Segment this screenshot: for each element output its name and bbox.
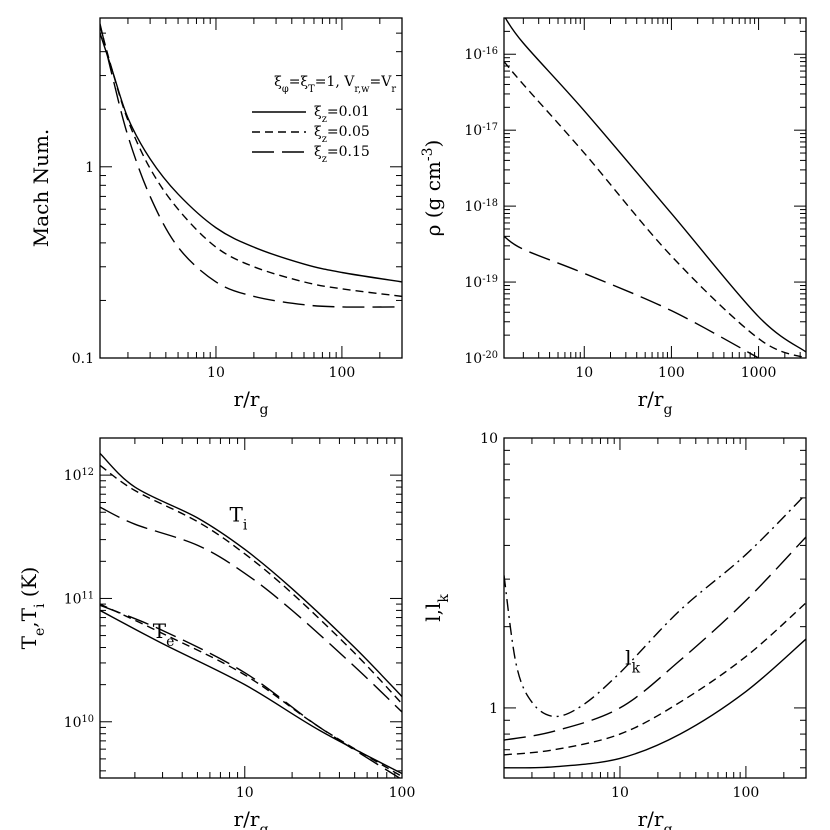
series-line-short	[100, 464, 402, 705]
y-tick-label: 10-17	[464, 122, 498, 140]
x-tick-label: 100	[658, 365, 685, 381]
y-tick-label: 1012	[64, 467, 94, 485]
curve-annotation: lk	[625, 645, 640, 676]
series-line-solid	[504, 638, 806, 769]
x-tick-label: 10	[575, 365, 593, 381]
series-line-short	[504, 61, 806, 358]
x-tick-label: 10	[236, 785, 254, 801]
y-tick-label: 0.1	[72, 351, 94, 367]
series-line-long	[100, 604, 401, 778]
series-line-dashdot	[504, 493, 806, 718]
plot-frame	[503, 437, 807, 779]
series-line-solid	[504, 18, 806, 353]
x-axis-label: r/rg	[638, 807, 673, 830]
y-axis-label: Te,Ti (K)	[17, 567, 48, 650]
y-axis-label: Mach Num.	[29, 129, 53, 248]
x-axis-label: r/rg	[234, 807, 269, 830]
x-tick-label: 100	[389, 785, 416, 801]
y-tick-label: 10	[480, 431, 498, 447]
curve-annotation: Te	[153, 619, 175, 650]
plot-frame	[99, 17, 403, 359]
y-tick-label: 10-20	[464, 350, 498, 368]
y-tick-label: 10-16	[464, 46, 498, 64]
panel-temperature: 10 100 1010 1011 1012 r/rg Te,Ti (K) Ti Te	[17, 437, 416, 830]
curve-annotation: Ti	[230, 503, 248, 534]
legend-entry: ξz=0.01	[314, 104, 370, 125]
x-tick-label: 1000	[741, 365, 777, 381]
y-tick-label: 10-19	[464, 274, 498, 292]
y-tick-label: 10-18	[464, 198, 498, 216]
x-axis-label: r/rg	[638, 387, 673, 418]
y-tick-label: 1	[489, 701, 498, 717]
x-axis-label: r/rg	[234, 387, 269, 418]
series-group	[504, 18, 806, 358]
panel-density: 10 100 1000 10-20 10-19 10-18 10-17 10-16 r/rg ρ …	[420, 17, 807, 418]
x-tick-label: 10	[611, 785, 629, 801]
series-line-long	[100, 506, 402, 713]
series-line-solid	[100, 609, 402, 775]
x-tick-label: 10	[207, 365, 225, 381]
legend-entry: ξz=0.15	[314, 144, 370, 165]
series-line-short	[100, 603, 402, 778]
series-group	[100, 452, 402, 778]
series-line-long	[504, 536, 806, 741]
x-tick-label: 100	[329, 365, 356, 381]
plot-frame	[503, 17, 807, 359]
y-axis-label: ρ (g cm-3)	[420, 140, 445, 237]
series-line-long	[504, 235, 759, 358]
series-line-long	[100, 23, 402, 308]
legend-header: ξφ=ξT=1, Vr,w=Vr	[274, 74, 396, 95]
y-tick-label: 1010	[64, 713, 94, 731]
legend-entry: ξz=0.05	[314, 124, 370, 145]
x-tick-label: 100	[733, 785, 760, 801]
series-group	[100, 23, 402, 308]
plot-frame	[99, 437, 403, 779]
y-axis-label: l,lk	[421, 594, 452, 622]
series-line-short	[100, 25, 402, 298]
y-tick-label: 1	[85, 160, 94, 176]
panel-angular-momentum: 10 100 1 10 r/rg l,lk lk	[421, 431, 807, 830]
series-line-solid	[100, 452, 402, 698]
series-group	[504, 493, 806, 769]
panel-mach: 10 100 0.1 1 r/rg Mach Num. ξφ=ξT=1, Vr,w=Vr ξz…	[29, 17, 403, 418]
series-line-short	[504, 602, 806, 756]
y-tick-label: 1011	[64, 590, 94, 608]
